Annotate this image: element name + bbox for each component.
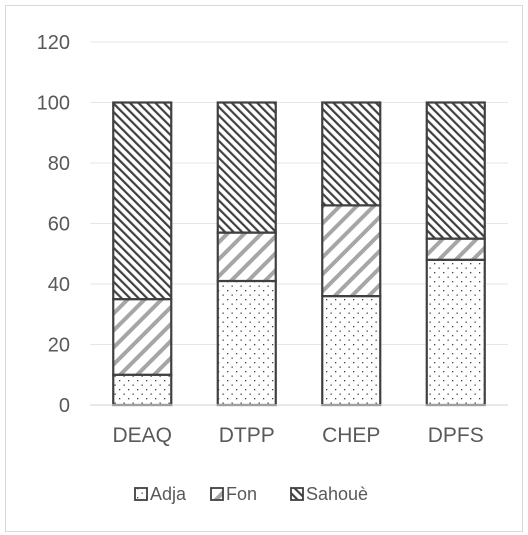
y-tick-label: 120	[37, 32, 70, 54]
bar-adja-dtpp	[216, 279, 277, 407]
bar-fon-deaq	[112, 298, 173, 376]
legend: Adja Fon Sahouè	[134, 484, 368, 504]
x-category-label: DPFS	[428, 424, 484, 447]
legend-label: Fon	[226, 484, 257, 504]
legend-label: Adja	[150, 484, 187, 504]
legend-swatch	[290, 487, 304, 501]
y-tick-label: 20	[48, 335, 70, 357]
bar-sahouè-dtpp	[216, 101, 277, 234]
legend-entry-adja: Adja	[134, 484, 187, 504]
bar-fon-dpfs	[425, 237, 486, 261]
y-tick-label: 0	[59, 395, 70, 417]
y-tick-label: 60	[48, 214, 70, 236]
x-category-label: DTPP	[219, 424, 275, 447]
y-tick-label: 80	[48, 153, 70, 175]
bar-sahouè-deaq	[112, 101, 173, 301]
x-category-label: CHEP	[322, 424, 380, 447]
legend-entry-sahouè: Sahouè	[290, 484, 368, 504]
bar-adja-deaq	[112, 373, 173, 407]
legend-swatch	[134, 487, 148, 501]
bar-series	[112, 101, 486, 407]
y-tick-label: 100	[37, 93, 70, 115]
y-tick-label: 40	[48, 274, 70, 296]
legend-entry-fon: Fon	[210, 484, 257, 504]
bar-fon-dtpp	[216, 231, 277, 283]
legend-swatch	[210, 487, 224, 501]
bar-sahouè-chep	[321, 101, 382, 207]
legend-label: Sahouè	[306, 484, 368, 504]
x-category-label: DEAQ	[112, 424, 172, 447]
x-axis-category-labels: DEAQ DTPP CHEP DPFS	[112, 424, 483, 447]
bar-sahouè-dpfs	[425, 101, 486, 240]
bar-adja-chep	[321, 295, 382, 407]
bar-fon-chep	[321, 204, 382, 298]
y-axis-tick-labels: 0 20 40 60 80 100 120	[37, 32, 70, 417]
bar-adja-dpfs	[425, 258, 486, 407]
